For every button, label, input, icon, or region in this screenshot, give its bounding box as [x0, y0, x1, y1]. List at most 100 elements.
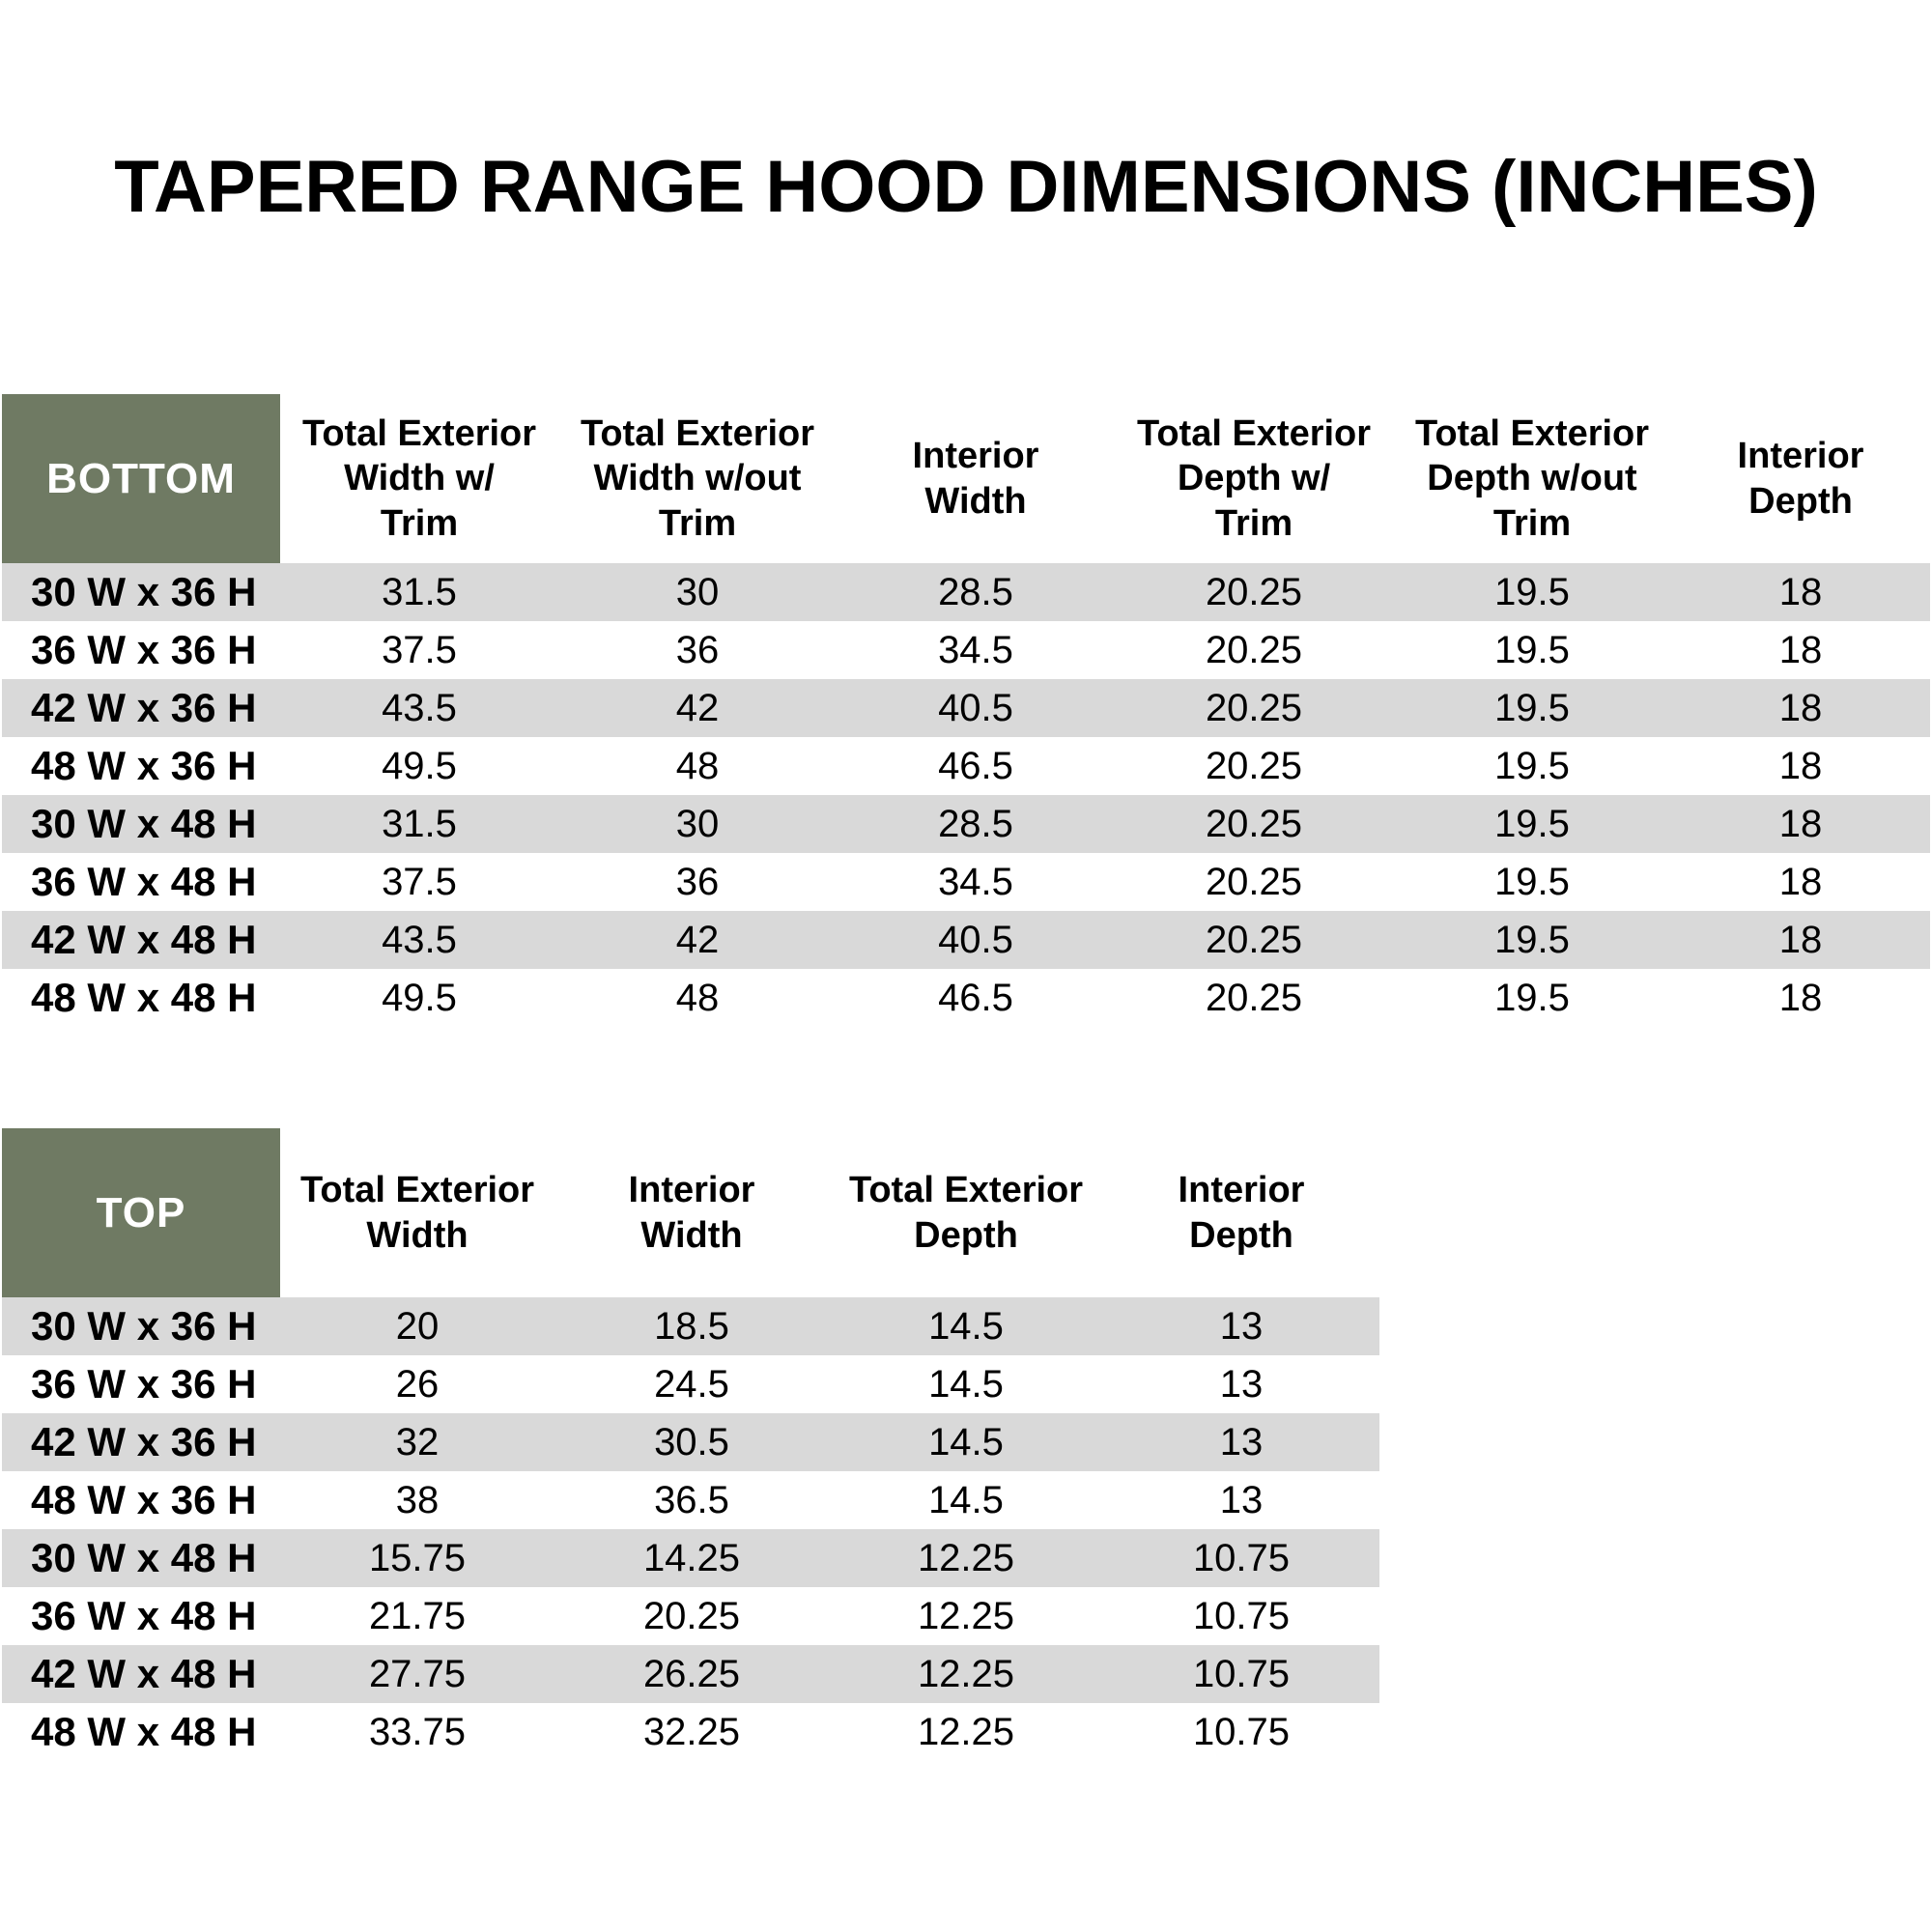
top-table-corner-label: TOP: [2, 1128, 280, 1297]
column-header-interior-depth: Interior Depth: [1737, 436, 1864, 522]
row-label: 30 W x 48 H: [31, 801, 257, 846]
dimension-value: 13: [1219, 1304, 1264, 1348]
dimension-value: 20.25: [642, 1594, 741, 1637]
dimension-value: 36: [675, 628, 720, 671]
table-row: 42 W x 48 H 27.75 26.25 12.25 10.75: [2, 1645, 1379, 1703]
row-label: 36 W x 48 H: [31, 1593, 257, 1638]
dimension-value: 20.25: [1205, 628, 1303, 671]
dimension-value: 37.5: [382, 860, 457, 903]
row-label: 48 W x 36 H: [31, 743, 257, 788]
dimension-value: 48: [675, 744, 720, 787]
row-label: 30 W x 36 H: [31, 569, 257, 614]
row-label: 48 W x 48 H: [31, 1709, 257, 1754]
top-dimensions-table: TOP Total Exterior Width Interior Width …: [2, 1128, 1379, 1761]
bottom-table-header-row: BOTTOM Total Exterior Width w/ Trim Tota…: [2, 394, 1930, 563]
dimension-value: 26: [395, 1362, 440, 1406]
column-header-total-exterior-depth-w-trim: Total Exterior Depth w/ Trim: [1136, 412, 1372, 544]
row-label: 42 W x 36 H: [31, 1419, 257, 1464]
row-label: 36 W x 48 H: [31, 859, 257, 904]
column-header-interior-width: Interior Width: [912, 436, 1039, 522]
dimension-value: 14.25: [642, 1536, 741, 1579]
dimension-value: 10.75: [1192, 1652, 1291, 1695]
dimension-value: 31.5: [382, 570, 457, 613]
dimension-value: 18: [1778, 570, 1823, 613]
dimension-value: 19.5: [1494, 918, 1570, 961]
dimension-value: 40.5: [938, 918, 1013, 961]
top-table-header-row: TOP Total Exterior Width Interior Width …: [2, 1128, 1379, 1297]
dimension-value: 27.75: [368, 1652, 467, 1695]
dimension-value: 18: [1778, 918, 1823, 961]
table-row: 48 W x 36 H 49.5 48 46.5 20.25 19.5 18: [2, 737, 1930, 795]
dimension-value: 20.25: [1205, 918, 1303, 961]
bottom-dimensions-table: BOTTOM Total Exterior Width w/ Trim Tota…: [2, 394, 1930, 1027]
column-header-interior-width: Interior Width: [628, 1170, 755, 1256]
row-label: 48 W x 48 H: [31, 975, 257, 1020]
dimension-value: 19.5: [1494, 976, 1570, 1019]
dimension-value: 18: [1778, 860, 1823, 903]
dimension-value: 28.5: [938, 802, 1013, 845]
dimension-value: 12.25: [917, 1536, 1015, 1579]
row-label: 30 W x 48 H: [31, 1535, 257, 1580]
dimension-value: 20: [395, 1304, 440, 1348]
table-row: 36 W x 48 H 21.75 20.25 12.25 10.75: [2, 1587, 1379, 1645]
dimension-value: 18: [1778, 744, 1823, 787]
dimension-value: 46.5: [938, 744, 1013, 787]
table-row: 30 W x 48 H 31.5 30 28.5 20.25 19.5 18: [2, 795, 1930, 853]
row-label: 36 W x 36 H: [31, 1361, 257, 1406]
dimension-value: 28.5: [938, 570, 1013, 613]
dimension-value: 14.5: [928, 1478, 1004, 1521]
page-title: TAPERED RANGE HOOD DIMENSIONS (INCHES): [114, 146, 1818, 228]
dimension-value: 33.75: [368, 1710, 467, 1753]
dimension-value: 14.5: [928, 1420, 1004, 1463]
dimension-value: 49.5: [382, 744, 457, 787]
dimension-value: 10.75: [1192, 1594, 1291, 1637]
dimension-value: 36.5: [654, 1478, 729, 1521]
dimension-value: 34.5: [938, 860, 1013, 903]
dimension-value: 49.5: [382, 976, 457, 1019]
table-row: 42 W x 48 H 43.5 42 40.5 20.25 19.5 18: [2, 911, 1930, 969]
table-row: 48 W x 48 H 49.5 48 46.5 20.25 19.5 18: [2, 969, 1930, 1027]
dimension-value: 13: [1219, 1420, 1264, 1463]
row-label: 42 W x 48 H: [31, 1651, 257, 1696]
dimension-value: 19.5: [1494, 744, 1570, 787]
dimension-value: 20.25: [1205, 976, 1303, 1019]
dimension-value: 20.25: [1205, 802, 1303, 845]
dimension-value: 18.5: [654, 1304, 729, 1348]
dimension-value: 20.25: [1205, 570, 1303, 613]
dimension-value: 43.5: [382, 686, 457, 729]
dimension-value: 19.5: [1494, 570, 1570, 613]
dimension-value: 43.5: [382, 918, 457, 961]
dimension-value: 15.75: [368, 1536, 467, 1579]
row-label: 48 W x 36 H: [31, 1477, 257, 1522]
row-label: 42 W x 36 H: [31, 685, 257, 730]
table-row: 42 W x 36 H 43.5 42 40.5 20.25 19.5 18: [2, 679, 1930, 737]
dimension-value: 19.5: [1494, 860, 1570, 903]
bottom-table-corner-label: BOTTOM: [2, 394, 280, 563]
dimension-value: 14.5: [928, 1362, 1004, 1406]
dimension-value: 18: [1778, 802, 1823, 845]
dimension-value: 31.5: [382, 802, 457, 845]
dimension-value: 40.5: [938, 686, 1013, 729]
dimension-value: 13: [1219, 1478, 1264, 1521]
dimension-value: 30.5: [654, 1420, 729, 1463]
dimension-value: 48: [675, 976, 720, 1019]
column-header-total-exterior-depth: Total Exterior Depth: [848, 1170, 1084, 1256]
dimension-value: 46.5: [938, 976, 1013, 1019]
dimension-value: 12.25: [917, 1594, 1015, 1637]
dimension-value: 30: [675, 802, 720, 845]
dimension-value: 20.25: [1205, 744, 1303, 787]
dimension-value: 38: [395, 1478, 440, 1521]
column-header-total-exterior-width: Total Exterior Width: [299, 1170, 535, 1256]
dimension-value: 20.25: [1205, 686, 1303, 729]
row-label: 30 W x 36 H: [31, 1303, 257, 1349]
dimension-value: 19.5: [1494, 686, 1570, 729]
dimension-value: 18: [1778, 686, 1823, 729]
dimension-value: 37.5: [382, 628, 457, 671]
dimension-value: 10.75: [1192, 1536, 1291, 1579]
column-header-total-exterior-depth-wout-trim: Total Exterior Depth w/out Trim: [1414, 412, 1650, 544]
dimension-value: 12.25: [917, 1710, 1015, 1753]
dimension-value: 36: [675, 860, 720, 903]
dimension-value: 21.75: [368, 1594, 467, 1637]
dimension-value: 19.5: [1494, 628, 1570, 671]
dimension-value: 34.5: [938, 628, 1013, 671]
